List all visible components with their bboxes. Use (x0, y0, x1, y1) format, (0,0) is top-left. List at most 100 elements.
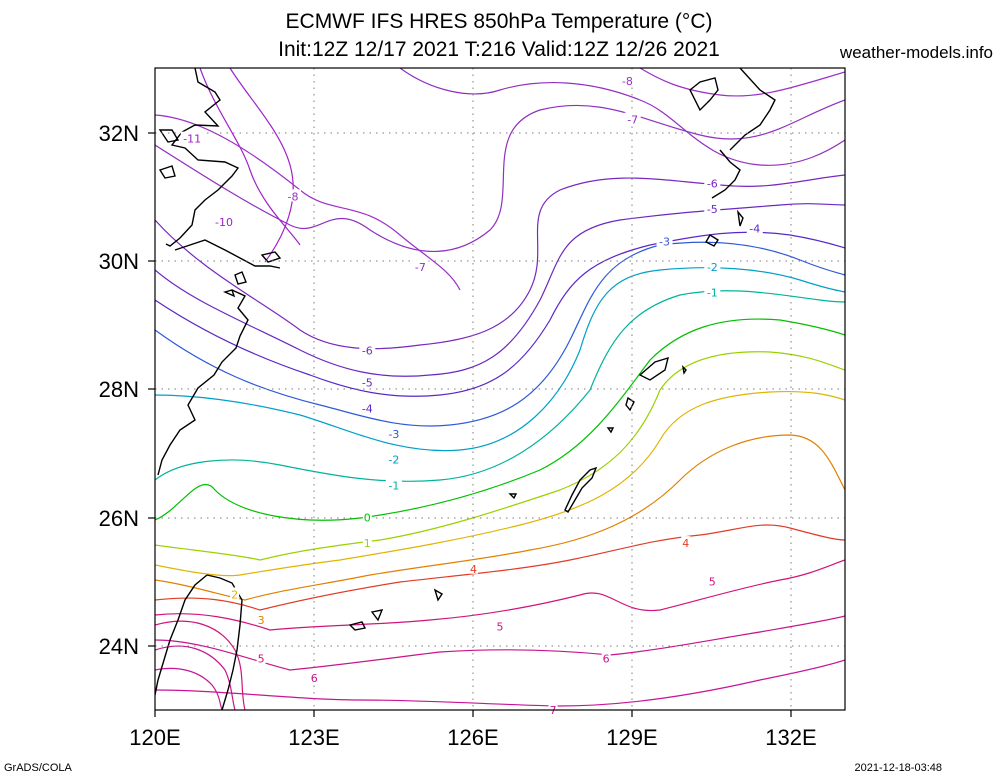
contour-label: -8 (288, 190, 299, 203)
contour-line (155, 231, 845, 397)
contour-label-bg (704, 202, 721, 215)
lon-label-132e: 132E (765, 725, 816, 750)
contour-line (155, 434, 845, 601)
contour-label-bg (180, 131, 204, 144)
contour-label: -11 (183, 133, 201, 146)
contour-label: -1 (707, 287, 718, 300)
lat-label-24n: 24N (99, 634, 139, 659)
contour-label-bg (495, 619, 505, 632)
contour-label-bg (385, 452, 402, 465)
contour-label-bg (212, 215, 236, 228)
contour-label: 6 (311, 672, 318, 685)
contour-label-bg (359, 401, 376, 414)
contour-label-bg (746, 221, 763, 234)
map-title: ECMWF IFS HRES 850hPa Temperature (°C) (285, 10, 713, 33)
contour-label-bg (256, 651, 266, 664)
contour-label-bg (359, 343, 376, 356)
contour-label-bg (704, 176, 721, 189)
contour-line (155, 114, 461, 291)
contour-line (155, 203, 845, 377)
contour-line (155, 620, 246, 710)
contour-line (155, 645, 236, 710)
contour-label: -6 (362, 344, 373, 357)
contour-line (155, 351, 845, 561)
contour-label-bg (601, 651, 611, 664)
contour-label-bg (548, 703, 558, 715)
contour-label: -3 (659, 235, 670, 248)
contour-label: 3 (258, 614, 265, 627)
contour-label: -3 (388, 428, 399, 441)
contour-line (155, 667, 223, 710)
contour-label: 5 (497, 621, 504, 634)
contour-label: 4 (470, 563, 477, 576)
contour-label-bg (385, 478, 402, 491)
contour-label-bg (704, 285, 721, 298)
contour-line (155, 290, 845, 482)
contour-label-bg (362, 536, 372, 549)
contour-label: -8 (622, 75, 633, 88)
contour-line (155, 241, 845, 427)
contour-line (155, 174, 845, 350)
contour-label: 5 (709, 576, 716, 589)
contour-label-bg (309, 670, 319, 683)
map-subtitle: Init:12Z 12/17 2021 T:216 Valid:12Z 12/2… (278, 38, 720, 61)
lon-label-120e: 120E (129, 725, 180, 750)
contour-line (155, 615, 845, 671)
contour-label: -4 (362, 402, 373, 415)
coastlines (155, 68, 776, 710)
lat-label-30n: 30N (99, 249, 139, 274)
lat-label-32n: 32N (99, 121, 139, 146)
contour-label-bg (624, 112, 641, 125)
lon-label-123e: 123E (288, 725, 339, 750)
contour-label-bg (230, 587, 240, 600)
axis-ticks (148, 132, 792, 717)
lat-label-28n: 28N (99, 377, 139, 402)
contour-line (229, 68, 294, 263)
contour-labels: -8-7-11-8-10-6-5-4-3-7 -2-1-6-5-4-3-2-101… (180, 73, 763, 717)
contour-label: -2 (707, 261, 718, 274)
contour-label: 0 (364, 511, 371, 524)
contour-label-bg (468, 561, 478, 574)
contour-line (155, 99, 845, 252)
contour-line (155, 559, 845, 631)
contour-label-bg (359, 375, 376, 388)
contour-label: -5 (707, 203, 718, 216)
contour-label: -5 (362, 377, 373, 390)
contour-line (155, 267, 845, 452)
contour-label: -7 (627, 113, 638, 126)
contour-label-bg (704, 260, 721, 273)
contour-label: 2 (231, 588, 238, 601)
software-credit: GrADS/COLA (4, 762, 72, 774)
lat-label-26n: 26N (99, 506, 139, 531)
contour-label: -4 (749, 223, 760, 236)
contour-line (199, 68, 301, 246)
contour-label: -1 (388, 479, 399, 492)
graticule (155, 68, 845, 710)
credit-text: weather-models.info (839, 43, 993, 62)
contour-line (399, 68, 845, 166)
contour-label-bg (707, 574, 717, 587)
contour-label: -2 (388, 454, 399, 467)
lon-label-129e: 129E (606, 725, 657, 750)
contour-label: -10 (215, 216, 233, 229)
contour-label: 1 (364, 537, 371, 550)
contour-label-bg (285, 189, 301, 202)
contour-line (155, 659, 845, 707)
generation-timestamp: 2021-12-18-03:48 (854, 762, 942, 774)
contour-label-bg (656, 234, 673, 247)
lon-label-126e: 126E (447, 725, 498, 750)
contour-label-bg (619, 73, 636, 86)
contour-line (155, 390, 845, 577)
contour-label: 5 (258, 653, 265, 666)
contour-label-bg (256, 613, 266, 626)
contour-label: -6 (707, 178, 718, 191)
contour-line (155, 524, 845, 611)
contour-label: 4 (682, 537, 689, 550)
contour-label-bg (385, 426, 402, 439)
contour-line (155, 318, 845, 521)
contour-label-bg (681, 536, 691, 549)
contour-label: -7 (415, 261, 426, 274)
contour-label-bg (362, 510, 372, 523)
contour-label: 6 (603, 653, 610, 666)
